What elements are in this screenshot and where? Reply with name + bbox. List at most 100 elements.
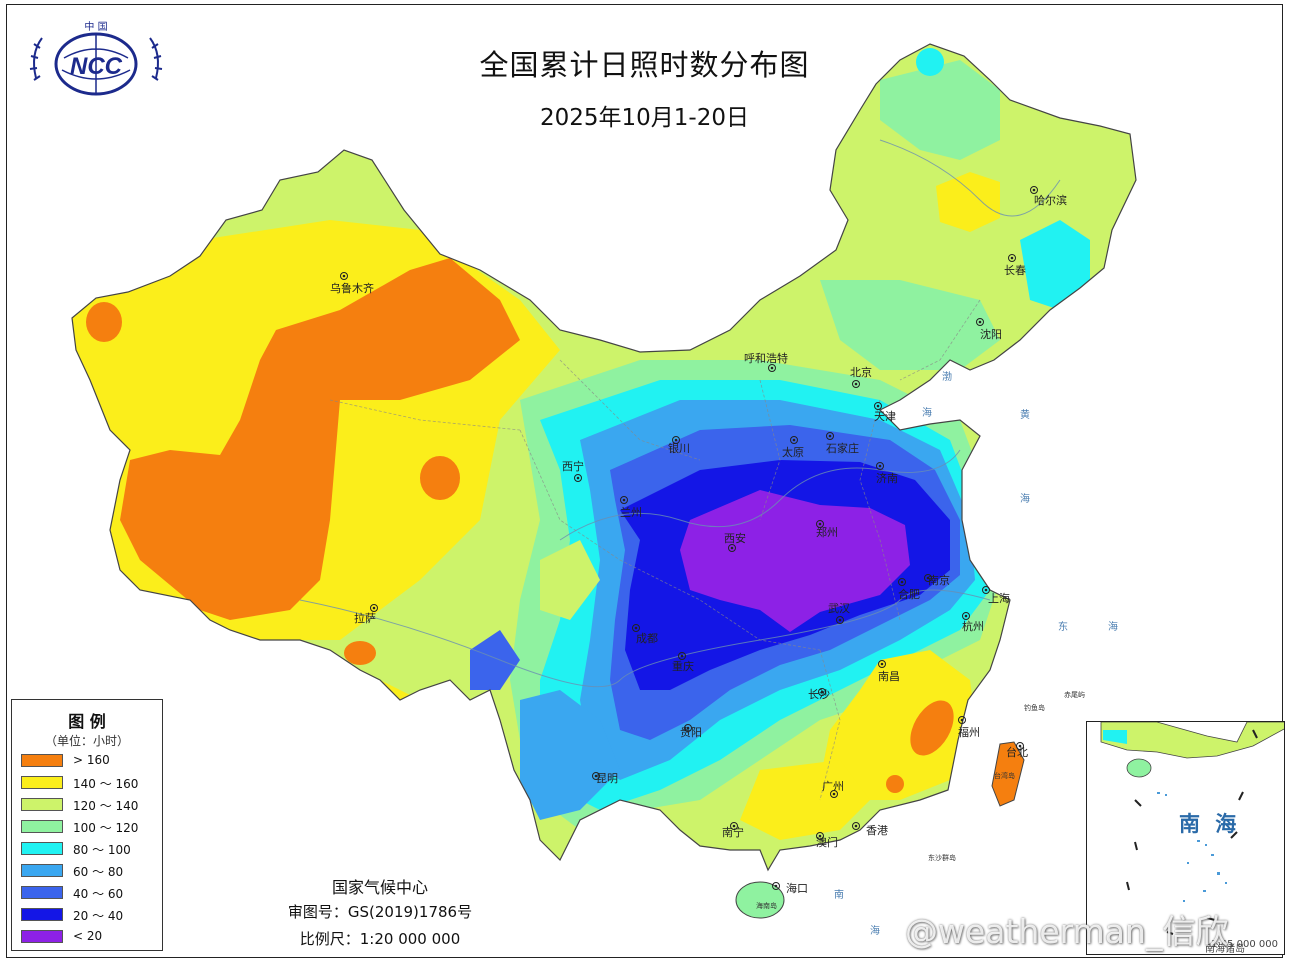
legend-swatch	[21, 886, 63, 899]
water-label: 黄	[1020, 408, 1030, 421]
city-dot	[878, 660, 886, 668]
inset-islands	[1157, 792, 1227, 902]
city-label: 西安	[724, 531, 746, 545]
city-label: 武汉	[828, 602, 850, 615]
city-dot	[836, 616, 844, 624]
legend: 图 例 （单位：小时） > 160 140 ～ 160 120 ～ 140 100 ～…	[11, 699, 163, 951]
city-label: 福州	[958, 725, 980, 739]
city-label: 西宁	[562, 459, 584, 473]
city-marker: 石家庄	[826, 432, 859, 455]
city-label: 重庆	[672, 659, 694, 673]
island-label: 台湾岛	[994, 771, 1015, 780]
city-dot	[684, 724, 692, 732]
city-label: 南宁	[722, 825, 744, 839]
city-marker: 香港	[852, 822, 888, 837]
city-dot-center	[880, 662, 884, 666]
city-dot-center	[854, 824, 858, 828]
city-dot	[620, 496, 628, 504]
legend-item: < 20	[21, 929, 161, 944]
south-china-sea-inset: 南海诸岛 南 海 1:45 000 000	[1086, 721, 1285, 955]
footer-review-no: 审图号：GS(2019)1786号	[287, 903, 473, 921]
inset-scale: 1:45 000 000	[1211, 939, 1278, 950]
city-label: 拉萨	[354, 611, 376, 625]
city-dot-center	[878, 464, 882, 468]
legend-swatch	[21, 754, 63, 767]
city-dot	[852, 380, 860, 388]
city-dot-center	[622, 498, 626, 502]
city-marker: 南昌	[878, 660, 900, 683]
city-dot-center	[978, 320, 982, 324]
city-dot-center	[926, 576, 930, 580]
city-dot-center	[770, 366, 774, 370]
city-dot	[574, 474, 582, 482]
city-dot	[830, 790, 838, 798]
city-marker: 广州	[822, 780, 844, 798]
city-marker: 海口	[772, 881, 808, 895]
city-dot-center	[984, 588, 988, 592]
city-dot-center	[576, 476, 580, 480]
island-label: 钓鱼岛	[1024, 703, 1045, 712]
city-dot-center	[342, 274, 346, 278]
city-dot-center	[594, 774, 598, 778]
city-dot	[730, 822, 738, 830]
water-label: 海	[1108, 620, 1118, 633]
legend-swatch	[21, 908, 63, 921]
city-dot-center	[1018, 744, 1022, 748]
legend-label: 140 ～ 160	[73, 777, 139, 791]
city-dot-center	[634, 626, 638, 630]
legend-label: 120 ～ 140	[73, 799, 139, 813]
city-marker: 沈阳	[976, 318, 1002, 341]
city-dot	[958, 716, 966, 724]
city-marker: 郑州	[816, 520, 838, 539]
city-label: 上海	[988, 591, 1010, 605]
city-dot-center	[960, 718, 964, 722]
map-frame	[6, 4, 1283, 958]
legend-label: 80 ～ 100	[73, 843, 131, 857]
city-marker: 哈尔滨	[1030, 186, 1067, 207]
city-marker: 贵阳	[680, 724, 702, 739]
city-dot	[592, 772, 600, 780]
legend-label: 60 ～ 80	[73, 865, 124, 879]
logo-text: NCC	[70, 53, 123, 80]
city-dot	[826, 432, 834, 440]
city-label: 沈阳	[980, 327, 1002, 341]
city-dot-center	[1010, 256, 1014, 260]
water-label: 南	[834, 888, 844, 901]
city-dot	[818, 688, 826, 696]
city-dot	[370, 604, 378, 612]
city-dot	[790, 436, 798, 444]
city-dot-center	[854, 382, 858, 386]
city-dot	[976, 318, 984, 326]
taiwan-island	[991, 741, 1025, 807]
city-dot	[876, 462, 884, 470]
inset-label: 南 海	[1179, 812, 1241, 836]
city-label: 郑州	[816, 525, 838, 539]
city-label: 南京	[928, 573, 950, 587]
map-title: 全国累计日照时数分布图	[479, 48, 810, 82]
city-dot-center	[1032, 188, 1036, 192]
city-marker: 呼和浩特	[744, 351, 788, 372]
city-dot	[772, 882, 780, 890]
city-marker: 银川	[668, 436, 690, 455]
city-dot	[874, 402, 882, 410]
city-dot	[1008, 254, 1016, 262]
legend-label: 40 ～ 60	[73, 887, 124, 901]
city-dot-center	[838, 618, 842, 622]
legend-swatch	[21, 798, 63, 811]
city-marker: 太原	[782, 436, 804, 459]
city-label: 合肥	[898, 587, 920, 601]
city-dot-center	[774, 884, 778, 888]
city-marker: 西宁	[562, 459, 584, 482]
city-dot	[816, 520, 824, 528]
city-label: 呼和浩特	[744, 351, 788, 365]
city-dot	[816, 832, 824, 840]
city-marker: 济南	[876, 462, 898, 485]
city-marker: 台北	[1006, 742, 1028, 759]
city-dot-center	[832, 792, 836, 796]
city-dot	[672, 436, 680, 444]
city-label: 广州	[822, 780, 844, 793]
legend-item: 80 ～ 100	[21, 842, 161, 857]
legend-unit: （单位：小时）	[44, 734, 129, 748]
city-dot-center	[818, 834, 822, 838]
nine-dash-line	[1126, 729, 1258, 935]
